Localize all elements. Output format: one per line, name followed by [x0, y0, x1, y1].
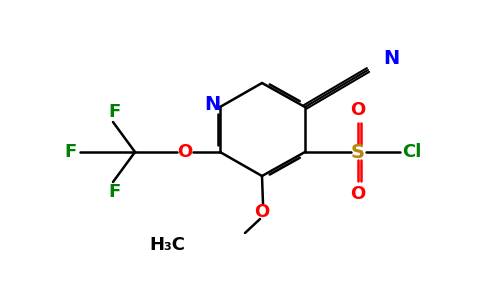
Text: O: O — [177, 143, 193, 161]
Text: F: F — [109, 183, 121, 201]
Text: Cl: Cl — [402, 143, 422, 161]
Text: F: F — [109, 103, 121, 121]
Text: F: F — [64, 143, 76, 161]
Text: H₃C: H₃C — [149, 236, 185, 254]
Text: O: O — [255, 203, 270, 221]
Text: O: O — [350, 185, 365, 203]
Text: N: N — [383, 49, 399, 68]
Text: N: N — [204, 95, 220, 115]
Text: O: O — [350, 101, 365, 119]
Text: S: S — [351, 142, 365, 161]
